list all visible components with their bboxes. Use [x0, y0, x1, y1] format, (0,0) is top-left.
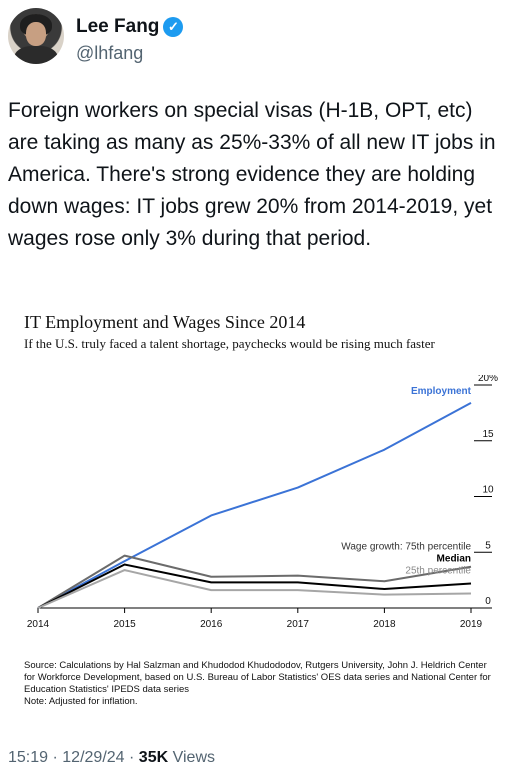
y-tick-label: 10 — [482, 485, 494, 496]
chart-note: Note: Adjusted for inflation. — [24, 696, 138, 707]
views-label: Views — [172, 749, 215, 766]
name-row: Lee Fang ✓ — [76, 16, 184, 38]
y-tick-label: 20% — [478, 375, 498, 384]
series-line-wage-25th — [37, 569, 472, 609]
chart-image[interactable]: IT Employment and Wages Since 2014 If th… — [0, 300, 511, 725]
tweet-date[interactable]: 12/29/24 — [62, 749, 125, 766]
line-chart: 2014 2015 2016 2017 2018 2019 20% 15 10 5 0 Employm… — [27, 375, 498, 630]
y-tick-label: 15 — [482, 429, 494, 440]
x-tick-label: 2019 — [460, 619, 483, 630]
tweet-header: Lee Fang ✓ @lhfang — [8, 8, 503, 64]
tweet-text: Foreign workers on special visas (H-1B, … — [8, 99, 501, 250]
avatar[interactable] — [8, 8, 64, 64]
chart-source: Source: Calculations by Hal Salzman and … — [24, 660, 491, 695]
chart-notes: Source: Calculations by Hal Salzman and … — [24, 660, 494, 708]
label-employment: Employment — [411, 386, 472, 397]
verified-badge-icon[interactable]: ✓ — [163, 17, 184, 37]
chart-title: IT Employment and Wages Since 2014 — [24, 312, 306, 332]
tweet-footer: 15:19 · 12/29/24 · 35K Views — [8, 749, 215, 767]
series-line-wage-75th — [37, 554, 472, 609]
user-handle[interactable]: @lhfang — [76, 43, 144, 63]
separator: · — [129, 749, 135, 766]
chart-subtitle: If the U.S. truly faced a talent shortag… — [24, 336, 435, 351]
label-wage-median: Median — [437, 554, 471, 565]
display-name[interactable]: Lee Fang — [76, 16, 160, 37]
tweet-time[interactable]: 15:19 — [8, 749, 49, 766]
label-wage-75th: Wage growth: 75th percentile — [341, 542, 471, 553]
series-line-wage-median — [37, 563, 472, 609]
views-count[interactable]: 35K — [138, 749, 169, 766]
x-tick-label: 2014 — [27, 619, 50, 630]
series-line-employment — [37, 401, 472, 609]
x-tick-label: 2015 — [113, 619, 136, 630]
y-tick-label: 0 — [485, 596, 491, 607]
y-tick-label: 5 — [485, 540, 491, 551]
x-tick-label: 2016 — [200, 619, 223, 630]
separator: · — [52, 749, 58, 766]
x-tick-label: 2018 — [373, 619, 396, 630]
x-tick-label: 2017 — [287, 619, 310, 630]
label-wage-25th: 25th percentile — [405, 566, 471, 577]
